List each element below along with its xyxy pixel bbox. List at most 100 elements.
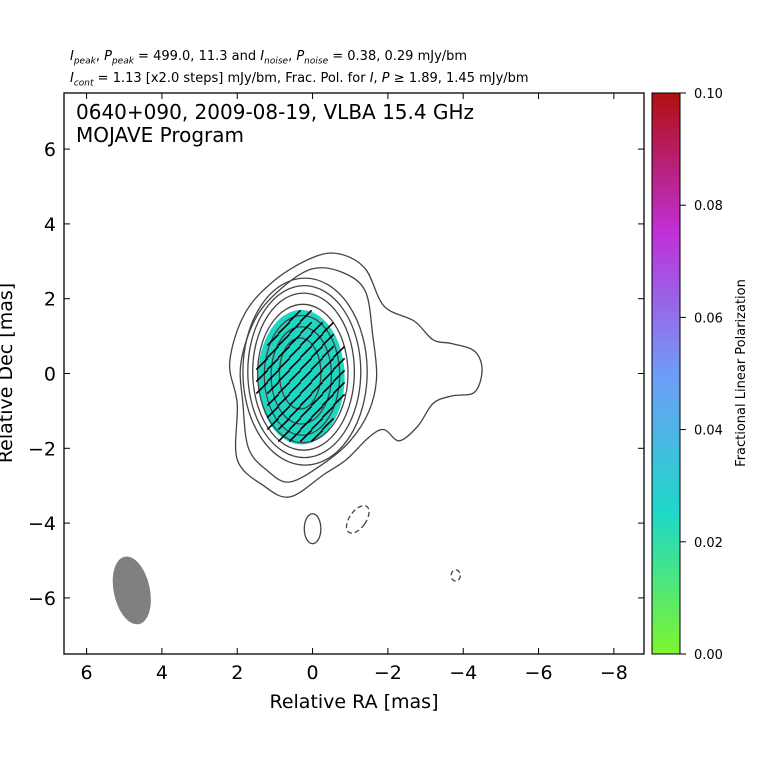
colorbar [651,92,681,655]
evpa-tick [332,393,346,407]
colorbar-tick-label: 0.10 [694,87,723,102]
evpa-tick [321,381,335,395]
evpa-tick [299,429,313,443]
evpa-tick [266,357,280,371]
contour-10 [345,504,370,534]
evpa-tick [288,429,302,443]
evpa-tick [288,369,302,383]
colorbar-tick-label: 0.08 [694,199,723,214]
contour-7 [270,326,333,425]
evpa-tick [277,417,291,431]
y-tick-label: 2 [44,289,56,311]
evpa-tick [266,369,280,383]
evpa-tick [332,369,346,383]
x-axis-label: Relative RA [mas] [269,691,438,713]
contour-2 [242,277,368,466]
evpa-tick [299,417,313,431]
contour-8 [278,337,322,410]
evpa-tick [299,405,313,419]
noise-values: 0.38, 0.29 mJy/bm [347,49,468,64]
evpa-tick [299,357,313,371]
header-line-2: Icont = 1.13 [x2.0 steps] mJy/bm, Frac. … [70,71,529,89]
evpa-tick [321,369,335,383]
evpa-tick [266,393,280,407]
y-tick-label: 6 [44,139,56,161]
evpa-tick [288,417,302,431]
colorbar-tick-label: 0.06 [694,311,723,326]
evpa-tick [321,393,335,407]
evpa-tick [310,381,324,395]
beam-ellipse [112,556,151,625]
x-tick-label: 4 [156,662,168,684]
contour-5 [256,303,349,444]
evpa-tick [277,369,291,383]
evpa-tick [288,393,302,407]
x-tick-label: 2 [231,662,243,684]
evpa-tick [288,321,302,335]
y-tick-label: −6 [28,588,56,610]
evpa-tick [321,405,335,419]
evpa-tick [277,321,291,335]
colorbar-tick-label: 0.02 [694,536,723,551]
evpa-tick [321,417,335,431]
colorbar-label: Fractional Linear Polarization [734,279,749,467]
threshold-values: 1.89, 1.45 mJy/bm [408,71,529,86]
evpa-tick [332,357,346,371]
evpa-tick [299,333,313,347]
colorbar-tick-label: 0.04 [694,424,723,439]
evpa-tick [266,333,280,347]
evpa-tick [299,381,313,395]
evpa-tick [277,333,291,347]
evpa-tick [310,321,324,335]
evpa-tick [310,357,324,371]
evpa-tick [332,381,346,395]
evpa-tick [277,357,291,371]
x-tick-label: 0 [307,662,319,684]
evpa-tick [288,405,302,419]
evpa-tick [310,393,324,407]
evpa-tick [288,357,302,371]
colorbar-tick-label: 0.00 [694,648,723,663]
evpa-tick [310,417,324,431]
evpa-tick [277,429,291,443]
x-tick-label: 6 [81,662,93,684]
contour-info: 1.13 [x2.0 steps] mJy/bm, Frac. Pol. for [112,71,366,86]
evpa-tick [277,393,291,407]
y-tick-label: −4 [28,513,56,535]
evpa-tick [255,381,269,395]
evpa-tick [266,345,280,359]
evpa-tick [299,393,313,407]
evpa-tick [288,345,302,359]
evpa-tick [299,345,313,359]
evpa-tick [310,345,324,359]
evpa-tick [288,381,302,395]
x-tick-label: −8 [600,662,628,684]
evpa-tick [310,429,324,443]
peak-values: 499.0, 11.3 [153,49,228,64]
header-line-1: Ipeak, Ppeak = 499.0, 11.3 and Inoise, P… [70,49,468,67]
chart-title: 0640+090, 2009-08-19, VLBA 15.4 GHz [76,100,474,124]
y-tick-label: −2 [28,438,56,460]
evpa-tick [277,405,291,419]
evpa-tick [277,345,291,359]
x-tick-label: −4 [449,662,477,684]
evpa-tick [266,405,280,419]
evpa-tick [321,357,335,371]
evpa-tick [299,321,313,335]
evpa-tick [299,309,313,323]
contour-11 [450,569,461,582]
evpa-tick [277,381,291,395]
evpa-tick [266,417,280,431]
contour-0 [228,252,483,498]
evpa-tick [266,381,280,395]
x-tick-label: −2 [374,662,402,684]
evpa-tick [255,357,269,371]
evpa-tick [310,405,324,419]
contour-4 [252,292,356,451]
evpa-tick [299,369,313,383]
evpa-tick [321,321,335,335]
y-tick-label: 0 [44,364,56,386]
evpa-tick [255,369,269,383]
evpa-tick [321,345,335,359]
